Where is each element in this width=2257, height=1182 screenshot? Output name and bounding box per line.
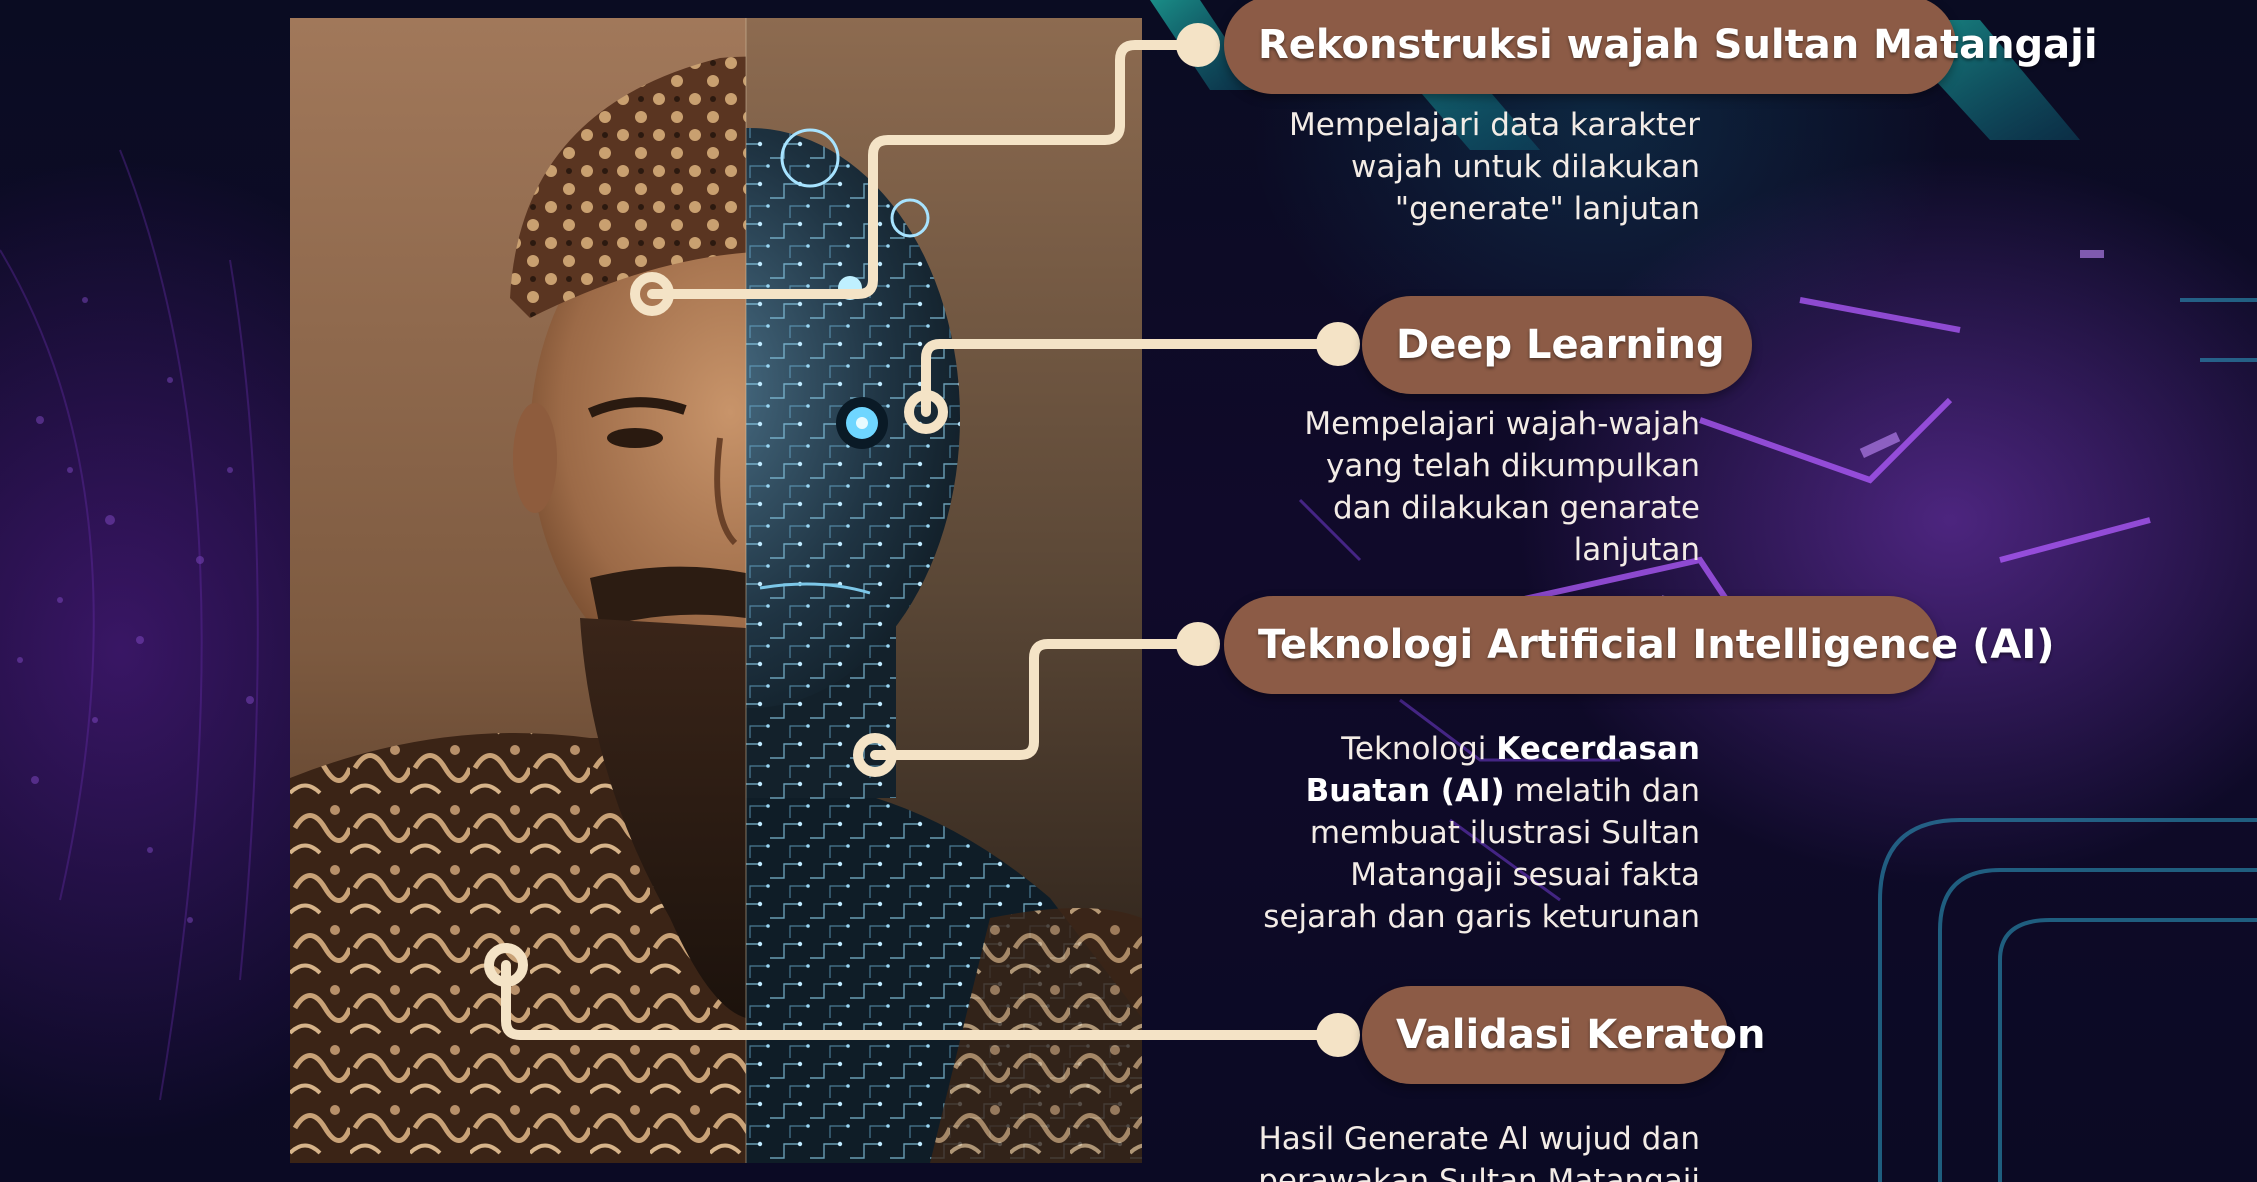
step-2-desc-line-4: lanjutan [1573, 532, 1700, 568]
step-2-description: Mempelajari wajah-wajah yang telah dikum… [1304, 403, 1700, 571]
step-4-desc-line-2: perawakan Sultan Matangaji [1258, 1163, 1700, 1182]
step-3-desc-line-1: Teknologi Kecerdasan [1341, 731, 1700, 767]
step-2-title: Deep Learning [1362, 296, 1752, 394]
step-3-desc-bold-1: Kecerdasan [1496, 731, 1700, 767]
step-3-title: Teknologi Artificial Intelligence (AI) [1224, 596, 2054, 694]
step-3-desc-line-4: Matangaji sesuai fakta [1350, 857, 1700, 893]
step-3-desc-line-2: Buatan (AI) melatih dan [1305, 773, 1700, 809]
step-1-desc-line-1: Mempelajari data karakter [1289, 107, 1700, 143]
step-3-desc-line-3: membuat ilustrasi Sultan [1309, 815, 1700, 851]
step-3-description: Teknologi Kecerdasan Buatan (AI) melatih… [1263, 728, 1700, 938]
step-1-desc-line-2: wajah untuk dilakukan [1351, 149, 1700, 185]
step-1-desc-line-3: "generate" lanjutan [1394, 191, 1700, 227]
step-2-desc-line-2: yang telah dikumpulkan [1326, 448, 1700, 484]
step-4-title: Validasi Keraton [1362, 986, 1765, 1084]
step-4-description: Hasil Generate AI wujud dan perawakan Su… [1258, 1118, 1700, 1182]
step-1-description: Mempelajari data karakter wajah untuk di… [1289, 104, 1700, 230]
step-3-desc-line-5: sejarah dan garis keturunan [1263, 899, 1700, 935]
step-2-desc-line-1: Mempelajari wajah-wajah [1304, 406, 1700, 442]
step-2-desc-line-3: dan dilakukan genarate [1333, 490, 1700, 526]
step-4-desc-line-1: Hasil Generate AI wujud dan [1258, 1121, 1701, 1157]
step-3-desc-bold-2: Buatan (AI) [1305, 773, 1505, 809]
step-1-title: Rekonstruksi wajah Sultan Matangaji [1224, 0, 2098, 94]
portrait-image [290, 18, 1142, 1163]
